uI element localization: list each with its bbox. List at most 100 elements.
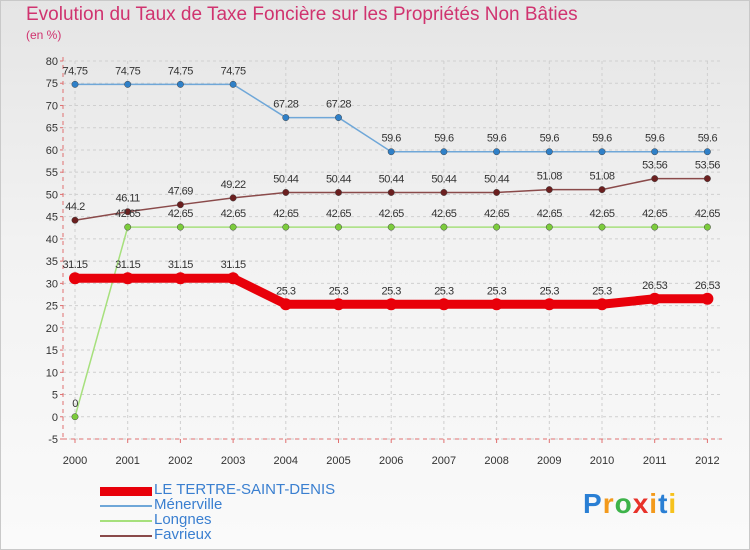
- data-point-longnes: [282, 223, 290, 231]
- data-point-favrieux: [651, 175, 659, 183]
- data-point-longnes: [598, 223, 606, 231]
- data-label-longnes: 42.65: [484, 208, 509, 220]
- data-label-m-nerville: 59.6: [487, 133, 507, 145]
- data-label-le-tertre-saint-denis: 25.3: [540, 285, 560, 297]
- y-tick-label: 75: [46, 78, 58, 90]
- legend-swatch: [100, 535, 152, 537]
- y-tick-label: 0: [52, 412, 58, 424]
- x-tick-label: 2002: [168, 455, 192, 467]
- logo-letter: i: [668, 488, 678, 519]
- data-label-longnes: 42.65: [431, 208, 456, 220]
- y-tick-label: 35: [46, 256, 58, 268]
- data-point-longnes: [493, 223, 501, 231]
- logo-letter: P: [583, 488, 603, 519]
- data-label-favrieux: 49.22: [221, 179, 246, 191]
- logo-letter: r: [602, 488, 615, 519]
- data-point-le-tertre-saint-denis: [596, 298, 608, 311]
- data-label-favrieux: 53.56: [695, 160, 720, 172]
- data-label-le-tertre-saint-denis: 26.53: [695, 280, 720, 292]
- data-point-longnes: [651, 223, 659, 231]
- x-tick-label: 2008: [484, 455, 508, 467]
- legend-label: LE TERTRE-SAINT-DENIS: [154, 481, 336, 498]
- data-point-le-tertre-saint-denis: [543, 298, 556, 311]
- y-tick-label: 30: [46, 278, 58, 290]
- legend-swatch: [100, 520, 152, 522]
- y-tick-label: 40: [46, 234, 58, 246]
- legend-label: Favrieux: [154, 526, 212, 543]
- data-point-favrieux: [282, 189, 290, 196]
- data-point-le-tertre-saint-denis: [437, 298, 450, 311]
- y-tick-label: 60: [46, 145, 58, 157]
- data-label-m-nerville: 59.6: [540, 133, 560, 145]
- data-label-le-tertre-saint-denis: 25.3: [329, 285, 349, 297]
- data-label-favrieux: 50.44: [273, 173, 298, 185]
- data-label-m-nerville: 59.6: [592, 133, 612, 145]
- data-point-m-nerville: [598, 148, 606, 156]
- x-tick-label: 2005: [326, 455, 350, 467]
- data-point-m-nerville: [335, 114, 342, 122]
- data-label-le-tertre-saint-denis: 25.3: [592, 285, 612, 297]
- x-tick-label: 2012: [695, 455, 719, 467]
- data-point-favrieux: [229, 194, 237, 202]
- y-tick-label: 10: [46, 367, 58, 379]
- x-tick-label: 2010: [590, 455, 614, 467]
- y-tick-label: 55: [46, 167, 58, 179]
- data-point-le-tertre-saint-denis: [174, 272, 187, 285]
- y-tick-label: 25: [46, 301, 58, 313]
- y-tick-label: 65: [46, 123, 58, 135]
- logo-letter: x: [632, 488, 650, 519]
- proxiti-logo: Proxiti: [583, 488, 677, 520]
- data-label-favrieux: 53.56: [642, 160, 667, 172]
- data-point-longnes: [387, 223, 395, 231]
- logo-letter: i: [649, 488, 659, 519]
- data-label-le-tertre-saint-denis: 25.3: [276, 285, 296, 297]
- x-tick-label: 2001: [115, 455, 139, 467]
- x-tick-label: 2000: [63, 455, 87, 467]
- x-tick-label: 2007: [432, 455, 456, 467]
- data-point-longnes: [124, 223, 132, 231]
- legend-swatch: [100, 505, 152, 507]
- y-tick-label: 50: [46, 189, 58, 201]
- data-label-favrieux: 46.11: [116, 193, 141, 205]
- data-label-longnes: 42.65: [589, 208, 614, 220]
- data-point-m-nerville: [703, 148, 711, 156]
- legend-swatch: [100, 486, 152, 496]
- data-label-longnes: 42.65: [115, 208, 140, 220]
- y-tick-label: 5: [52, 390, 58, 402]
- data-point-le-tertre-saint-denis: [69, 272, 81, 285]
- data-point-favrieux: [598, 186, 606, 194]
- data-point-le-tertre-saint-denis: [227, 272, 240, 285]
- data-point-m-nerville: [71, 80, 79, 88]
- data-label-m-nerville: 59.6: [434, 133, 454, 145]
- x-tick-label: 2009: [537, 455, 561, 467]
- data-point-le-tertre-saint-denis: [490, 298, 503, 311]
- y-tick-label: 20: [46, 323, 58, 335]
- data-label-longnes: 42.65: [695, 208, 720, 220]
- data-point-m-nerville: [176, 80, 184, 88]
- data-point-m-nerville: [440, 148, 448, 156]
- data-point-m-nerville: [282, 114, 290, 122]
- y-tick-label: 70: [46, 100, 58, 112]
- data-point-longnes: [545, 223, 553, 231]
- data-label-longnes: 42.65: [168, 208, 193, 220]
- data-label-favrieux: 50.44: [326, 173, 351, 185]
- data-point-m-nerville: [124, 80, 132, 88]
- data-label-le-tertre-saint-denis: 25.3: [487, 285, 507, 297]
- data-point-longnes: [176, 223, 184, 231]
- data-point-favrieux: [71, 216, 79, 224]
- data-label-m-nerville: 67.28: [273, 99, 298, 111]
- data-point-longnes: [71, 413, 79, 421]
- legend-label: Ménerville: [154, 496, 223, 513]
- legend-label: Longnes: [154, 511, 212, 528]
- y-tick-label: 45: [46, 212, 58, 224]
- data-point-longnes: [229, 223, 237, 231]
- data-label-le-tertre-saint-denis: 31.15: [115, 259, 140, 271]
- logo-letter: t: [658, 488, 669, 519]
- data-label-longnes: 0: [72, 398, 78, 410]
- data-label-le-tertre-saint-denis: 31.15: [221, 259, 246, 271]
- data-label-longnes: 42.65: [326, 208, 351, 220]
- data-label-m-nerville: 74.75: [168, 65, 193, 77]
- data-label-m-nerville: 67.28: [326, 99, 351, 111]
- data-point-favrieux: [545, 186, 553, 194]
- data-point-le-tertre-saint-denis: [279, 298, 292, 311]
